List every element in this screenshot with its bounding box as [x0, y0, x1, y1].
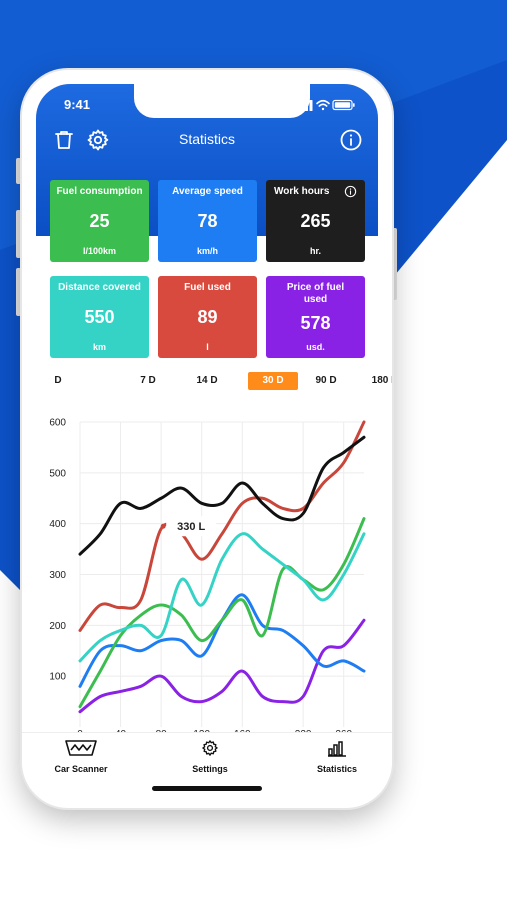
tile-label: Fuel consumption: [56, 186, 143, 197]
range-14d[interactable]: 14 D: [196, 375, 218, 386]
tile-unit: hr.: [309, 246, 321, 256]
tile-fuel-used[interactable]: Fuel used 89 l: [158, 276, 257, 358]
gear-icon[interactable]: [86, 128, 110, 152]
range-180d[interactable]: 180 D: [371, 375, 392, 386]
battery-icon: [332, 99, 355, 111]
home-indicator: [152, 786, 262, 791]
range-d[interactable]: D: [54, 375, 62, 386]
info-icon[interactable]: [344, 185, 357, 198]
y-tick-label: 100: [49, 672, 66, 683]
tile-unit: km: [92, 342, 106, 352]
tab-car-scanner[interactable]: Car Scanner: [36, 739, 126, 774]
tooltip-marker: [160, 523, 166, 529]
tile-unit: usd.: [306, 342, 325, 352]
tab-settings[interactable]: Settings: [165, 739, 255, 774]
tab-bar: Car Scanner Settings Statistics: [22, 732, 392, 792]
tile-value: 265: [300, 211, 331, 231]
tab-statistics[interactable]: Statistics: [292, 739, 382, 774]
y-tick-label: 300: [49, 570, 66, 581]
series-line-1[interactable]: [78, 420, 366, 632]
series-line-2[interactable]: [78, 532, 366, 663]
tile-unit: l: [206, 342, 209, 352]
bar-chart-icon: [328, 741, 346, 757]
tile-average-speed[interactable]: Average speed 78 km/h: [158, 180, 257, 262]
tile-value: 550: [84, 307, 115, 327]
tile-unit: km/h: [196, 246, 218, 256]
phone-frame: 9:41 Statist: [22, 70, 392, 808]
series-line-3[interactable]: [78, 517, 366, 709]
tile-fuel-consumption[interactable]: Fuel consumption 25 l/100km: [50, 180, 149, 262]
tooltip-box: [166, 516, 217, 537]
tile-label: Price of fuel used: [286, 282, 345, 305]
mute-switch: [16, 158, 21, 184]
y-tick-label: 400: [49, 519, 66, 530]
tab-label: Car Scanner: [54, 764, 108, 774]
y-tick-label: 500: [49, 468, 66, 479]
y-tick-label: 600: [49, 418, 66, 429]
car-scanner-icon: [65, 740, 97, 756]
status-icons: [296, 99, 355, 111]
tile-label: Average speed: [172, 186, 243, 197]
notch: [134, 84, 310, 118]
wifi-icon: [316, 99, 330, 111]
page-title: Statistics: [178, 131, 235, 147]
tile-value: 78: [197, 211, 218, 231]
time-range-selector: D 7 D 14 D 30 D 90 D 180 D: [46, 370, 392, 392]
signal-icon: [296, 100, 313, 111]
tile-label: Fuel used: [184, 282, 231, 293]
range-7d[interactable]: 7 D: [140, 375, 156, 386]
range-30d[interactable]: 30 D: [248, 372, 298, 390]
tile-distance-covered[interactable]: Distance covered 550 km: [50, 276, 149, 358]
power-button: [392, 228, 397, 300]
status-time: 9:41: [64, 97, 91, 112]
tab-label: Statistics: [316, 764, 358, 774]
volume-down-button: [16, 268, 21, 316]
tile-work-hours[interactable]: Work hours 265 hr.: [266, 180, 365, 262]
tile-label: Distance covered: [58, 282, 141, 293]
tile-value: 89: [197, 307, 218, 327]
statistics-line-chart: 10020030040050060004080120160220260330 L: [49, 418, 366, 740]
tooltip-text: 330 L: [177, 521, 205, 533]
tile-value: 25: [89, 211, 110, 231]
tile-price-of-fuel-used[interactable]: Price of fuel used 578 usd.: [266, 276, 365, 358]
range-90d[interactable]: 90 D: [315, 375, 337, 386]
tab-label: Settings: [192, 764, 228, 774]
tile-value: 578: [300, 313, 331, 333]
gear-icon: [202, 740, 218, 756]
tile-label: Work hours: [274, 186, 330, 197]
trash-icon[interactable]: [52, 128, 76, 152]
tile-unit: l/100km: [82, 246, 117, 256]
info-icon[interactable]: [339, 128, 363, 152]
y-tick-label: 200: [49, 621, 66, 632]
series-line-0[interactable]: [78, 435, 366, 556]
volume-up-button: [16, 210, 21, 258]
